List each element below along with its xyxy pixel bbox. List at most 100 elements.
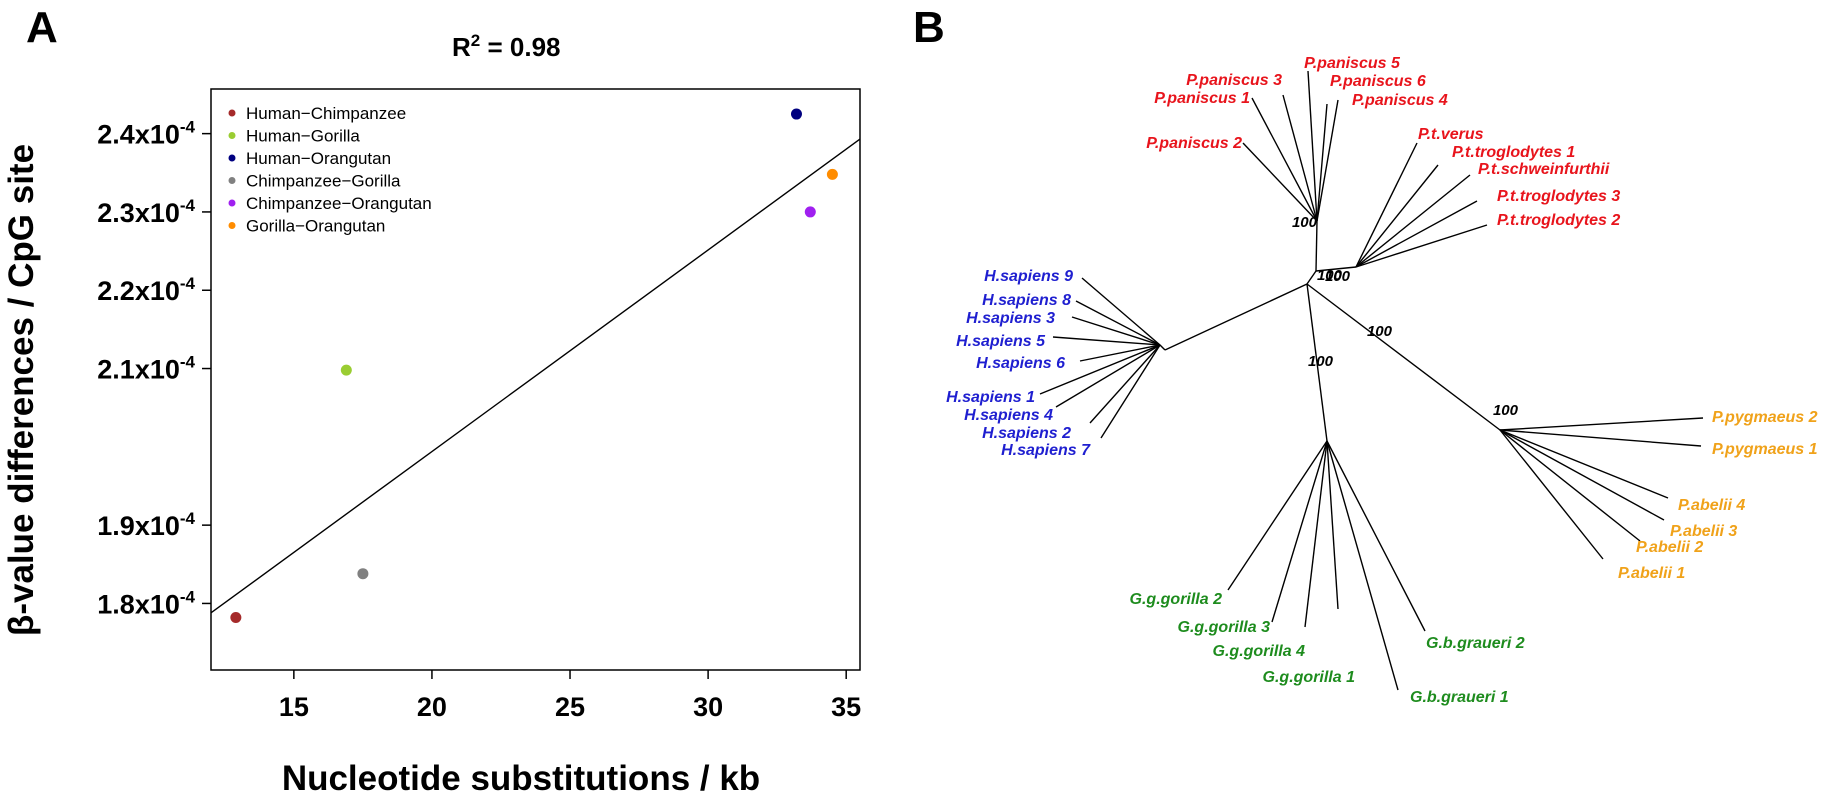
bootstrap-label: 100 <box>1367 323 1393 340</box>
bootstrap-label: 100 <box>1292 214 1318 231</box>
y-tick-label: 1.9x10-4 <box>97 509 195 541</box>
terminal-branch <box>1282 94 1318 222</box>
data-point <box>790 108 802 120</box>
legend-marker <box>228 132 236 139</box>
tip-label: H.sapiens 1 <box>946 389 1035 406</box>
r2-value: = 0.98 <box>480 32 560 62</box>
legend-label: Human−Orangutan <box>246 149 391 168</box>
legend-marker <box>228 154 236 162</box>
tip-label: H.sapiens 8 <box>982 292 1071 309</box>
x-tick-label: 25 <box>555 692 585 722</box>
terminal-branch <box>1039 344 1161 395</box>
tip-label: P.t.verus <box>1418 126 1484 143</box>
terminal-branch <box>1079 344 1161 362</box>
terminal-branch <box>1271 440 1328 623</box>
y-tick-label: 2.2x10-4 <box>97 274 195 306</box>
data-point <box>804 206 816 218</box>
terminal-branch <box>1499 417 1704 431</box>
terminal-branch <box>1052 336 1161 346</box>
bootstrap-label: 100 <box>1308 353 1334 370</box>
tip-label: H.sapiens 7 <box>1001 442 1091 459</box>
tip-label: G.b.graueri 1 <box>1410 689 1509 706</box>
tip-label: P.paniscus 1 <box>1154 90 1250 107</box>
tip-label: G.g.gorilla 2 <box>1130 591 1223 608</box>
x-axis-title: Nucleotide substitutions / kb <box>282 759 760 798</box>
terminal-branch <box>1100 344 1161 439</box>
regression-line <box>210 138 861 614</box>
terminal-branch <box>1355 200 1478 268</box>
tip-label: P.pygmaeus 1 <box>1712 441 1818 458</box>
terminal-branch <box>1307 70 1318 222</box>
terminal-branch <box>1499 429 1702 447</box>
r2-base: R <box>452 32 471 62</box>
terminal-branch <box>1251 97 1318 222</box>
plot-frame <box>210 88 861 671</box>
tip-label: P.paniscus 6 <box>1330 73 1426 90</box>
y-tick-label: 2.1x10-4 <box>97 353 195 385</box>
terminal-branch <box>1355 164 1439 268</box>
bootstrap-label: 100 <box>1493 402 1519 419</box>
data-point <box>340 364 352 376</box>
internal-branch <box>1315 220 1318 272</box>
internal-branch <box>1164 283 1308 351</box>
terminal-branch <box>1227 440 1328 591</box>
tip-label: P.t.schweinfurthii <box>1478 161 1610 178</box>
x-axis: 15 20 25 30 35 <box>279 670 861 722</box>
internal-branch <box>1315 266 1357 272</box>
internal-branch <box>1159 344 1166 351</box>
terminal-branch <box>1499 429 1641 542</box>
tip-label: P.paniscus 3 <box>1186 72 1282 89</box>
terminal-branch <box>1326 440 1399 691</box>
tip-label: H.sapiens 9 <box>984 268 1073 285</box>
terminal-branch <box>1071 316 1161 346</box>
terminal-branch <box>1075 300 1161 346</box>
x-tick-label: 15 <box>279 692 309 722</box>
bootstrap-label: 100 <box>1317 267 1343 284</box>
legend-label: Human−Gorilla <box>246 127 360 146</box>
terminal-branch <box>1499 429 1669 499</box>
tip-label: H.sapiens 6 <box>976 355 1065 372</box>
tip-label: G.g.gorilla 1 <box>1263 669 1356 686</box>
tip-label: P.paniscus 4 <box>1352 92 1448 109</box>
internal-branch <box>1306 270 1317 285</box>
tip-label: H.sapiens 5 <box>956 333 1046 350</box>
tip-label: P.abelii 1 <box>1618 565 1685 582</box>
tip-label: P.t.troglodytes 3 <box>1497 188 1620 205</box>
legend: Human−Chimpanzee Human−Gorilla Human−Orang… <box>228 104 432 236</box>
legend-label: Chimpanzee−Gorilla <box>246 172 401 191</box>
legend-label: Chimpanzee−Orangutan <box>246 194 432 213</box>
legend-marker <box>228 177 236 184</box>
internal-branch <box>1306 283 1501 431</box>
data-point <box>357 568 369 580</box>
x-tick-label: 30 <box>693 692 723 722</box>
tip-label: P.t.troglodytes 2 <box>1497 212 1620 229</box>
internal-branch <box>1306 283 1328 442</box>
terminal-branch <box>1355 142 1418 268</box>
terminal-branch <box>1499 429 1665 521</box>
tip-label: P.paniscus 2 <box>1146 135 1242 152</box>
tip-label: P.abelii 3 <box>1670 523 1737 540</box>
r-squared-annotation: R2 = 0.98 <box>452 31 560 62</box>
terminal-branch <box>1499 429 1604 560</box>
terminal-branch <box>1242 142 1318 222</box>
points-layer <box>230 108 838 624</box>
x-tick-label: 20 <box>417 692 447 722</box>
tip-label: P.abelii 4 <box>1678 497 1745 514</box>
tip-label: G.g.gorilla 3 <box>1178 619 1271 636</box>
legend-marker <box>228 222 236 229</box>
y-tick-label: 2.4x10-4 <box>97 118 195 150</box>
y-tick-label: 1.8x10-4 <box>97 587 195 619</box>
r2-superscript: 2 <box>471 31 480 50</box>
legend-marker <box>228 199 236 207</box>
tree-branches <box>1039 70 1704 691</box>
tip-label: G.g.gorilla 4 <box>1213 643 1306 660</box>
scatter-panel: A R2 = 0.98 15 20 25 30 35 1.8x10-4 1.9x10-4 2… <box>2 3 861 798</box>
y-axis: 1.8x10-4 1.9x10-4 2.1x10-4 2.2x10-4 2.3x10-4… <box>97 118 211 619</box>
terminal-branch <box>1326 440 1426 632</box>
tip-labels: P.paniscus 1 P.paniscus 2 P.paniscus 3 P.pa… <box>946 55 1818 706</box>
terminal-branch <box>1055 344 1161 408</box>
y-axis-title: β-value differences / CpG site <box>2 144 41 636</box>
